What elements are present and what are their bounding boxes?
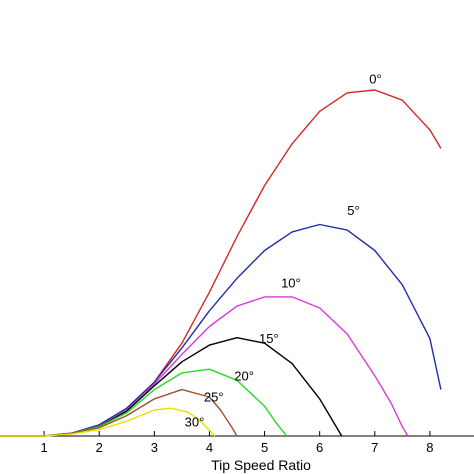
x-tick-label: 1	[40, 440, 47, 455]
x-tick-label: 6	[316, 440, 323, 455]
x-tick-label: 5	[261, 440, 268, 455]
x-tick-label: 3	[151, 440, 158, 455]
series-label: 20°	[234, 368, 254, 383]
series-label: 10°	[281, 276, 301, 291]
series-line-30deg	[0, 407, 216, 437]
x-tick-label: 4	[206, 440, 213, 455]
series-label: 0°	[369, 71, 381, 86]
series-label: 5°	[347, 203, 359, 218]
series-line-15deg	[0, 337, 343, 437]
x-tick-label: 7	[371, 440, 378, 455]
series-line-0deg	[0, 89, 442, 437]
plot-area	[0, 89, 442, 437]
series-label: 30°	[185, 415, 205, 430]
series-labels: 0° 5° 10° 15° 20° 25° 30°	[185, 71, 382, 429]
series-line-5deg	[0, 223, 442, 437]
series-label: 25°	[204, 390, 224, 405]
series-label: 15°	[259, 331, 279, 346]
x-axis-label: Tip Speed Ratio	[211, 457, 311, 473]
x-tick-label: 2	[96, 440, 103, 455]
x-tick-label: 8	[426, 440, 433, 455]
